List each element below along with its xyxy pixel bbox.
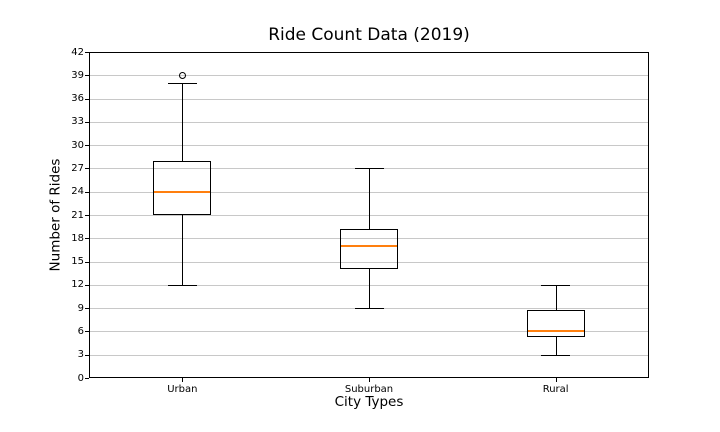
- median-line: [527, 330, 584, 333]
- y-tick-mark: [85, 98, 89, 100]
- y-tick-label: 18: [71, 232, 84, 244]
- box-iqr: [153, 160, 212, 215]
- y-gridline: [89, 354, 649, 356]
- cap-upper: [541, 284, 571, 286]
- y-tick-label: 21: [71, 209, 84, 221]
- plot-border: [89, 52, 649, 378]
- y-gridline: [89, 331, 649, 333]
- whisker-upper: [555, 284, 557, 311]
- y-tick-label: 6: [77, 325, 84, 337]
- y-gridline: [89, 145, 649, 147]
- whisker-lower: [369, 269, 370, 309]
- cap-upper: [167, 83, 197, 85]
- y-tick-label: 27: [71, 162, 84, 174]
- y-tick-mark: [85, 215, 89, 216]
- chart-title: Ride Count Data (2019): [268, 25, 470, 45]
- y-gridline: [89, 75, 649, 77]
- x-axis-label: City Types: [334, 394, 404, 410]
- x-tick-label: Rural: [542, 384, 569, 395]
- y-tick-mark: [85, 145, 89, 147]
- box-iqr: [526, 310, 585, 338]
- y-tick-label: 33: [71, 116, 84, 128]
- whisker-upper: [182, 83, 184, 161]
- y-tick-label: 36: [71, 93, 84, 105]
- cap-upper: [354, 168, 384, 170]
- x-tick-label: Urban: [167, 384, 198, 395]
- cap-lower: [354, 308, 384, 310]
- y-tick-label: 39: [71, 69, 84, 81]
- x-tick-mark: [555, 378, 557, 382]
- y-tick-label: 15: [71, 256, 84, 268]
- y-tick-mark: [85, 308, 89, 310]
- y-tick-mark: [85, 52, 89, 53]
- y-gridline: [89, 261, 649, 263]
- y-tick-label: 12: [71, 279, 84, 291]
- y-tick-mark: [85, 331, 89, 333]
- y-tick-mark: [85, 378, 89, 379]
- median-line: [154, 190, 211, 193]
- x-tick-mark: [369, 378, 370, 382]
- y-tick-label: 42: [71, 46, 84, 58]
- y-tick-mark: [85, 75, 89, 77]
- y-tick-mark: [85, 284, 89, 286]
- whisker-upper: [369, 168, 370, 229]
- x-tick-label: Suburban: [344, 384, 394, 395]
- y-tick-label: 30: [71, 139, 84, 151]
- y-tick-mark: [85, 191, 89, 193]
- y-tick-mark: [85, 121, 89, 123]
- outlier-marker: [178, 71, 186, 79]
- y-tick-label: 3: [77, 349, 84, 361]
- y-gridline: [89, 98, 649, 100]
- cap-lower: [167, 284, 197, 286]
- y-gridline: [89, 238, 649, 240]
- y-tick-mark: [85, 238, 89, 240]
- whisker-lower: [555, 337, 557, 355]
- y-tick-mark: [85, 354, 89, 356]
- whisker-lower: [182, 215, 184, 285]
- y-tick-label: 0: [77, 372, 84, 384]
- cap-lower: [541, 354, 571, 356]
- x-tick-mark: [182, 378, 184, 382]
- median-line: [341, 245, 397, 248]
- y-tick-label: 24: [71, 186, 84, 198]
- y-tick-label: 9: [77, 302, 84, 314]
- y-tick-mark: [85, 168, 89, 170]
- y-gridline: [89, 121, 649, 123]
- box-iqr: [340, 228, 398, 270]
- y-tick-mark: [85, 261, 89, 263]
